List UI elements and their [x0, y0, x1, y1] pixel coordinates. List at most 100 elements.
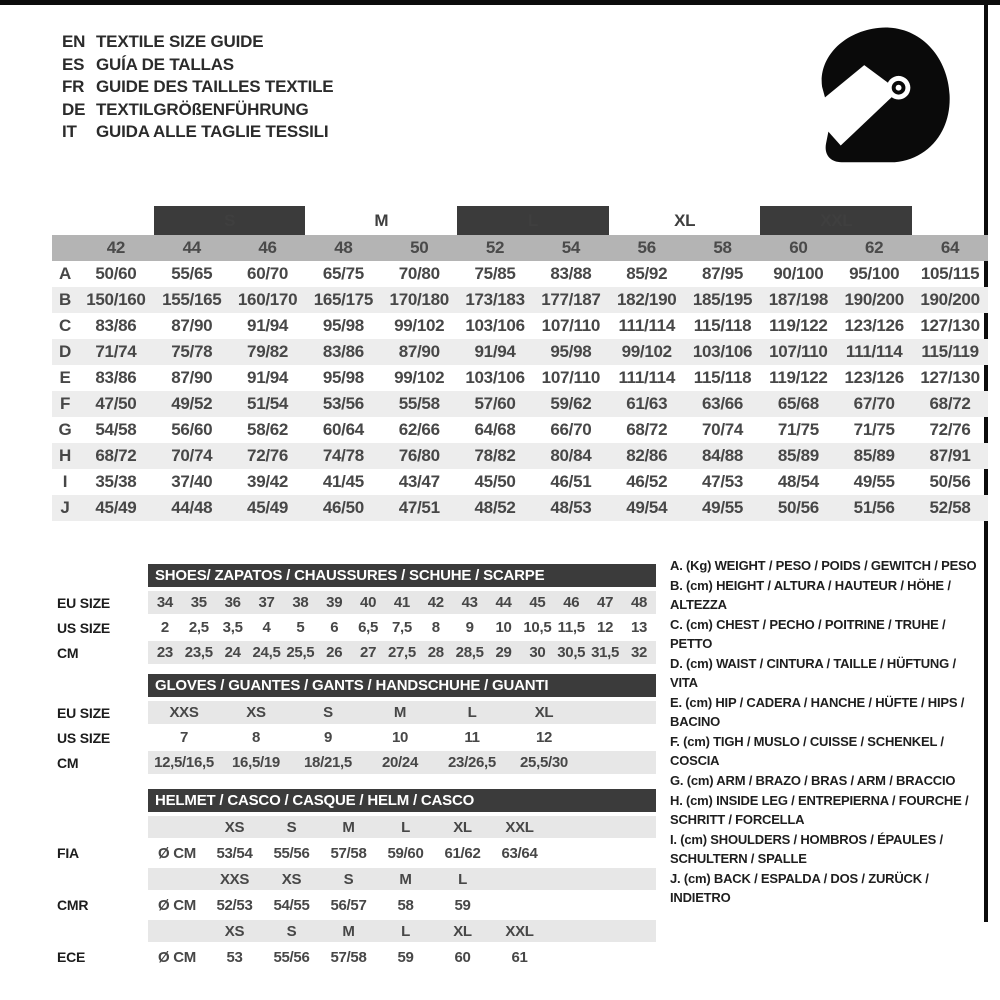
size-value: 95/98	[532, 339, 609, 365]
unit-label: Ø CM	[158, 844, 196, 862]
size-value: 111/114	[836, 339, 913, 365]
gloves-value: 9	[323, 729, 333, 746]
size-value: 119/122	[769, 368, 828, 387]
frame-top-border	[0, 0, 1000, 5]
row-letter: A	[59, 264, 71, 283]
shoes-value: 38	[283, 591, 318, 614]
shoes-value: 41	[385, 591, 419, 614]
size-value: 59/62	[532, 391, 609, 417]
size-value: 83/86	[95, 316, 137, 335]
size-value: 58/62	[247, 420, 289, 439]
size-value: 65/68	[760, 391, 837, 417]
helmet-size-label: S	[263, 816, 320, 838]
row-letter: E	[59, 368, 71, 387]
helmet-table-title: HELMET / CASCO / CASQUE / HELM / CASCO	[148, 789, 656, 812]
shoes-value: 24,5	[249, 641, 284, 664]
size-value: 119/122	[769, 316, 828, 335]
shoes-value: 29	[486, 641, 521, 664]
size-value: 87/90	[171, 368, 213, 387]
helmet-value: 60	[454, 948, 471, 966]
row-letter: C	[59, 316, 71, 335]
shoes-value: 2	[160, 619, 169, 636]
size-value: 64/68	[474, 420, 516, 439]
helmet-sizes-row: XS S M L XL XXL	[52, 816, 656, 838]
size-value: 39/42	[247, 472, 289, 491]
shoes-value: 42	[418, 591, 453, 614]
language-row: DE TEXTILGRÖßENFÜHRUNG	[62, 99, 333, 122]
filler-cell	[548, 944, 656, 970]
shoes-value: 47	[588, 591, 623, 614]
helmet-size-label: XS	[206, 816, 263, 838]
size-value: 49/55	[684, 495, 761, 521]
language-row: IT GUIDA ALLE TAGLIE TESSILI	[62, 121, 333, 144]
size-value: 103/106	[465, 368, 525, 387]
measurement-row: J 45/49 44/48 45/49 46/50 47/51 48/52 48/53 49/5…	[52, 495, 988, 521]
size-value: 49/54	[608, 495, 685, 521]
size-value: 107/110	[760, 339, 837, 365]
shoes-value: 23,5	[181, 641, 216, 664]
legend-item: A. (Kg) WEIGHT / PESO / POIDS / GEWITCH …	[670, 558, 977, 573]
shoes-value: 7,5	[391, 619, 412, 636]
size-value: 48/52	[457, 495, 533, 521]
helmet-values-row: CMR Ø CM 52/53 54/55 56/57 58 59	[52, 892, 656, 918]
row-letter: H	[52, 443, 78, 469]
shoes-value: 30,5	[554, 641, 589, 664]
row-label: CM	[57, 644, 79, 661]
helmet-value: 56/57	[330, 896, 367, 914]
helmet-sizes-row: XS S M L XL XXL	[52, 920, 656, 942]
size-value: 190/200	[836, 287, 913, 313]
measurement-row: B 150/160 155/165 160/170 165/175 170/180 173/…	[52, 287, 988, 313]
size-value: 78/82	[457, 443, 533, 469]
helmet-value: 61/62	[444, 844, 481, 862]
size-value: 50/56	[929, 472, 971, 491]
standard-label: FIA	[57, 845, 79, 861]
shoes-value: 28,5	[452, 641, 487, 664]
size-value: 37/40	[171, 472, 213, 491]
shoes-value: 43	[452, 591, 487, 614]
numeric-size: 56	[608, 235, 685, 261]
shoes-value: 24	[215, 641, 250, 664]
size-value: 57/60	[457, 391, 533, 417]
shoes-value: 8	[431, 619, 440, 636]
helmet-size-label: XXS	[206, 868, 263, 890]
gloves-table-title: GLOVES / GUANTES / GANTS / HANDSCHUHE / …	[148, 674, 656, 697]
size-group-row: S M L XL XXL	[52, 206, 988, 235]
size-value: 182/190	[608, 287, 685, 313]
row-label: EU SIZE	[57, 704, 111, 721]
helmet-size-label: L	[434, 868, 491, 890]
filler-cell	[580, 726, 656, 749]
filler-cell	[580, 701, 656, 724]
size-group-label: M	[374, 210, 389, 230]
size-value: 85/92	[626, 264, 668, 283]
gloves-value: XL	[508, 701, 580, 724]
helmet-value: 59	[397, 948, 414, 966]
numeric-size-row: 42 44 46 48 50 52 54 56 58 60 62 64	[52, 235, 988, 261]
helmet-size-label: L	[377, 920, 434, 942]
gloves-row: US SIZE 7 8 9 10 11 12	[52, 726, 656, 749]
measurement-row: A 50/60 55/65 60/70 65/75 70/80 75/85 83/88 85/9…	[52, 261, 988, 287]
size-value: 60/64	[322, 420, 364, 439]
size-value: 76/80	[381, 443, 458, 469]
shoes-value: 10	[495, 619, 512, 636]
shoes-value: 11,5	[557, 619, 585, 636]
helmet-value: 54/55	[273, 896, 310, 914]
numeric-size: 64	[912, 235, 988, 261]
language-title: GUIDA ALLE TAGLIE TESSILI	[96, 122, 329, 141]
language-code: FR	[62, 77, 85, 96]
size-value: 48/54	[777, 472, 819, 491]
row-label: US SIZE	[57, 619, 111, 636]
row-label: EU SIZE	[57, 594, 111, 611]
row-label: US SIZE	[57, 729, 111, 746]
standard-label: ECE	[57, 949, 86, 965]
filler-cell	[580, 751, 656, 774]
measurement-legend: A. (Kg) WEIGHT / PESO / POIDS / GEWITCH …	[670, 556, 984, 908]
size-value: 190/200	[912, 287, 988, 313]
size-value: 150/160	[78, 287, 154, 313]
size-value: 45/49	[78, 495, 154, 521]
helmet-size-label: M	[377, 868, 434, 890]
helmet-value: 59	[454, 896, 471, 914]
language-title: TEXTILE SIZE GUIDE	[96, 32, 264, 51]
shoes-value: 46	[554, 591, 589, 614]
size-value: 123/126	[844, 316, 905, 335]
size-value: 91/94	[247, 368, 289, 387]
